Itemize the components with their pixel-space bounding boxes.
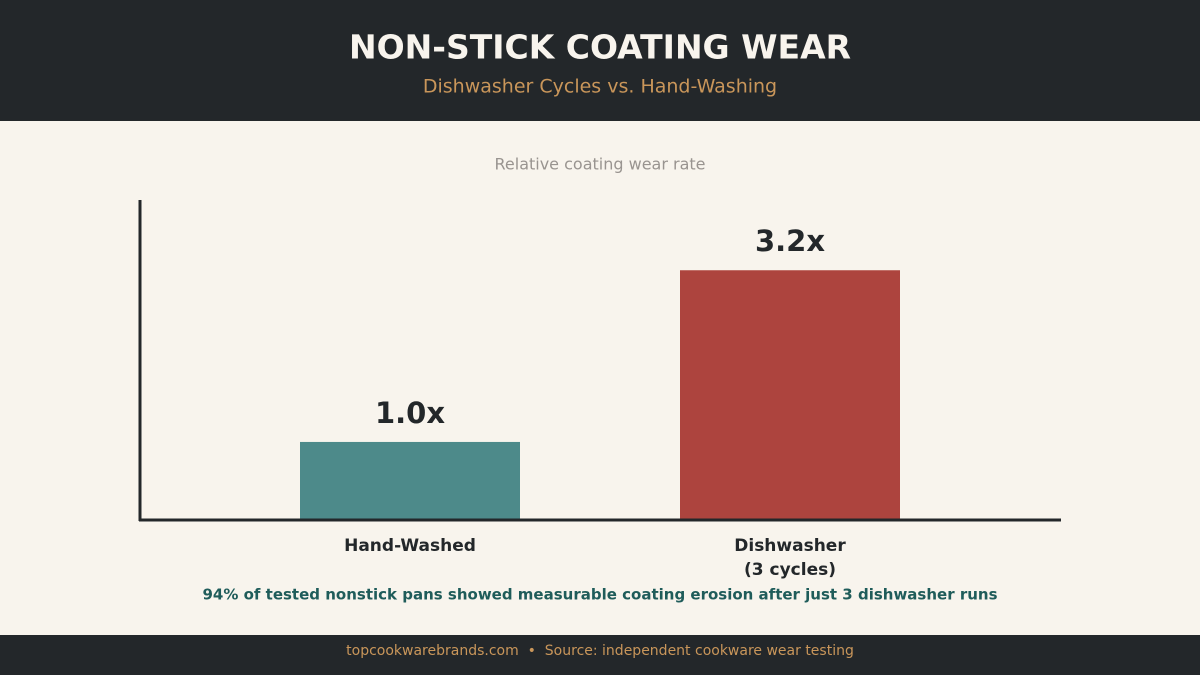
- bar: [680, 270, 900, 520]
- y-axis-label: Relative coating wear rate: [495, 155, 706, 174]
- x-tick-label: Dishwasher (3 cycles): [734, 536, 846, 580]
- x-tick-label: Hand-Washed: [344, 536, 476, 556]
- chart-subtitle: Dishwasher Cycles vs. Hand-Washing: [423, 76, 777, 98]
- footer: topcookwarebrands.com • Source: independ…: [346, 643, 854, 659]
- annotation: 94% of tested nonstick pans showed measu…: [202, 586, 997, 604]
- value-label: 3.2x: [755, 224, 825, 258]
- footer-bar: [0, 635, 1200, 675]
- value-label: 1.0x: [375, 396, 445, 430]
- chart-title: NON-STICK COATING WEAR: [349, 28, 851, 67]
- bar: [300, 441, 520, 520]
- header: [0, 0, 1200, 121]
